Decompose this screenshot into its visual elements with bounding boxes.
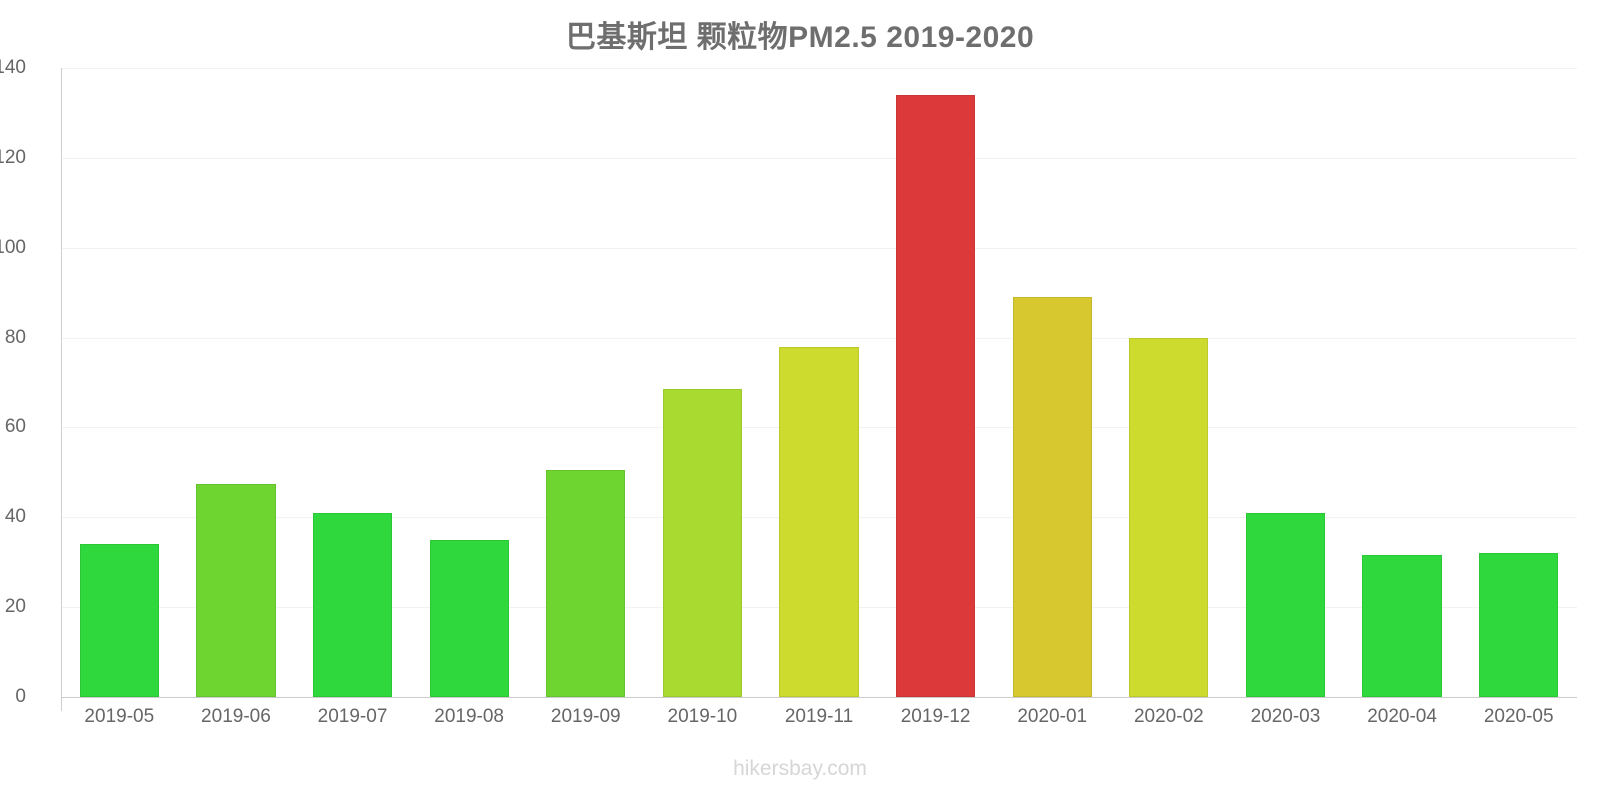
bar-2020-02[interactable] [1129,338,1209,697]
y-tick-label: 140 [0,57,26,78]
bar-2019-10[interactable] [662,389,743,697]
x-tick-label: 2019-12 [900,706,971,727]
gridline-140 [61,68,1577,69]
bars-group [61,68,1577,697]
x-tick-label: 2019-10 [667,706,738,727]
source-watermark: hikersbay.com [733,757,867,780]
y-tick-label: 60 [4,416,26,438]
y-axis-line [61,68,62,700]
x-tick-label: 2019-05 [84,706,155,727]
bar-2019-05[interactable] [79,544,159,697]
bar-2019-12[interactable] [895,94,976,697]
x-axis-tick-stub [61,697,62,711]
gridline-120 [61,157,1577,159]
x-tick-label: 2020-02 [1133,706,1204,727]
chart-title: 巴基斯坦 颗粒物PM2.5 2019-2020 [565,21,1035,54]
bar-2019-11[interactable] [779,346,859,697]
y-tick-label: 20 [4,596,26,618]
y-tick-label: 120 [0,146,26,168]
gridline-0 [61,697,1577,698]
bar-2020-03[interactable] [1245,512,1326,697]
y-tick-label: 80 [4,326,26,348]
bar-2019-06[interactable] [196,483,276,697]
plot-area: 0 20 40 60 80 100 120 140 [0,57,1577,707]
y-tick-label: 40 [4,506,26,528]
gridline-100 [61,247,1577,249]
x-tick-label: 2020-01 [1017,706,1088,727]
gridline-80 [61,337,1577,339]
y-tick-label: 0 [15,686,26,707]
bar-2019-08[interactable] [429,539,509,697]
y-tick-label: 100 [0,236,26,258]
x-tick-label: 2020-03 [1250,706,1321,727]
x-tick-label: 2019-09 [550,706,621,727]
bar-2020-01[interactable] [1012,297,1092,697]
x-tick-label: 2020-04 [1367,706,1437,727]
x-tick-label: 2019-11 [784,706,854,727]
x-tick-label: 2019-06 [201,706,271,727]
x-tick-label: 2019-08 [434,706,505,727]
bar-2019-09[interactable] [546,470,626,697]
bar-2020-04[interactable] [1362,555,1442,697]
bar-2020-05[interactable] [1479,553,1559,697]
x-tick-label: 2019-07 [317,706,388,727]
x-tick-label: 2020-05 [1483,706,1554,727]
bar-2019-07[interactable] [312,512,393,697]
x-axis-tick-labels: 2019-05 2019-06 2019-07 2019-08 2019-09 2019-… [61,706,1577,736]
